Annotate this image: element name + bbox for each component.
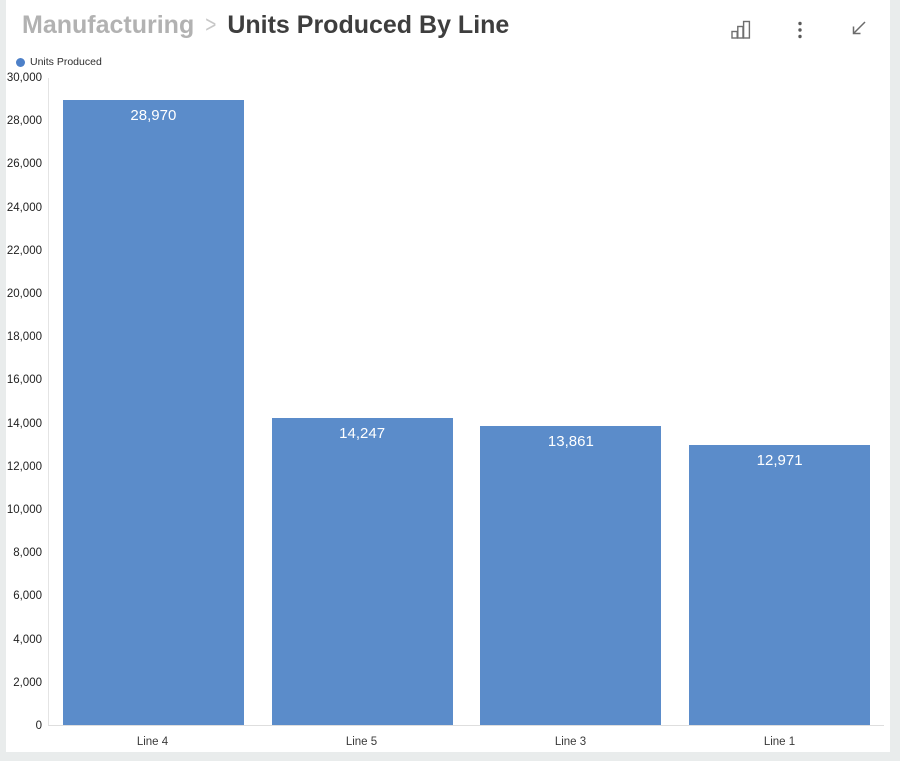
kebab-menu-icon (788, 18, 812, 42)
legend-label: Units Produced (30, 56, 102, 68)
breadcrumb: Manufacturing > Units Produced By Line (22, 11, 509, 40)
breadcrumb-separator-icon: > (205, 11, 217, 38)
y-tick-label: 10,000 (6, 504, 42, 516)
bar-chart: 30,000 28,000 26,000 24,000 22,000 20,000 18,0… (6, 0, 890, 752)
y-tick-label: 28,000 (6, 115, 42, 128)
x-axis-label: Line 4 (136, 736, 169, 748)
bar-slot: 14,247 (258, 78, 467, 725)
bar-slot: 12,971 (675, 78, 884, 725)
collapse-button[interactable] (847, 18, 871, 42)
breadcrumb-parent[interactable]: Manufacturing (22, 11, 195, 39)
x-axis-label: Line 3 (554, 736, 587, 748)
y-tick-label: 22,000 (6, 244, 42, 257)
y-tick-label: 14,000 (6, 417, 42, 430)
bar-value-label: 12,971 (756, 452, 803, 470)
bar-line-3[interactable]: 13,861 (480, 426, 662, 725)
legend-swatch-icon (16, 57, 25, 67)
bar-value-label: 13,861 (547, 433, 594, 451)
page-title: Units Produced By Line (227, 11, 510, 39)
bar-slot: 28,970 (49, 78, 258, 725)
x-axis-label: Line 1 (763, 736, 796, 748)
y-tick-label: 18,000 (6, 331, 42, 344)
y-tick-label: 0 (35, 720, 42, 732)
bar-line-1[interactable]: 12,971 (689, 445, 871, 725)
chart-tile: Manufacturing > Units Produced By Line (6, 0, 890, 752)
bar-line-5[interactable]: 14,247 (271, 417, 453, 725)
bar-line-4[interactable]: 28,970 (62, 100, 244, 725)
tile-menu-button[interactable] (788, 18, 812, 42)
y-tick-label: 12,000 (6, 460, 42, 473)
bar-value-label: 28,970 (130, 107, 177, 125)
y-tick-label: 8,000 (13, 547, 42, 560)
tile-header: Manufacturing > Units Produced By Line (6, 0, 890, 42)
chart-type-button[interactable] (729, 18, 753, 42)
y-tick-label: 26,000 (6, 158, 42, 171)
collapse-arrow-icon (847, 18, 871, 42)
y-tick-label: 24,000 (6, 201, 42, 214)
y-tick-label: 6,000 (13, 590, 42, 603)
bar-chart-icon (729, 18, 753, 42)
legend-item-units-produced[interactable]: Units Produced (16, 56, 102, 68)
bar-slot: 13,861 (467, 78, 676, 725)
y-tick-label: 4,000 (13, 633, 42, 646)
plot-area: 28,970 14,247 13,861 12,971 (48, 78, 884, 726)
bar-value-label: 14,247 (339, 424, 386, 442)
y-tick-label: 16,000 (6, 374, 42, 387)
x-axis-label: Line 5 (345, 736, 378, 748)
x-axis: Line 4 Line 5 Line 3 Line 1 (48, 727, 884, 748)
y-axis: 30,000 28,000 26,000 24,000 22,000 20,000 18,0… (6, 72, 44, 732)
tile-toolbar (729, 18, 871, 42)
y-tick-label: 20,000 (6, 288, 42, 300)
y-tick-label: 30,000 (6, 72, 42, 84)
y-tick-label: 2,000 (13, 676, 42, 689)
